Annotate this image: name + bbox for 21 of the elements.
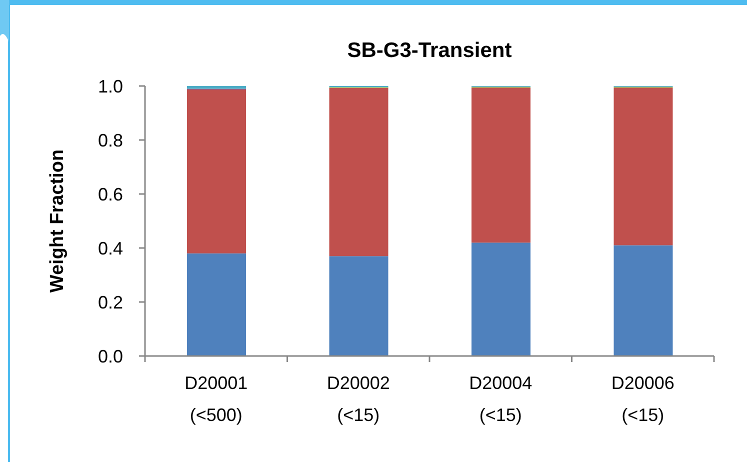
x-tick-label: D20002 (<15)	[326, 373, 390, 425]
bar	[187, 86, 246, 89]
y-tick-label: 0.8	[98, 130, 123, 150]
y-tick-label: 0.2	[98, 292, 123, 312]
y-axis-title: Weight Fraction	[46, 148, 69, 295]
chart-title: SB-G3-Transient	[346, 38, 513, 64]
y-tick-label: 1.0	[98, 76, 123, 96]
bar	[472, 88, 530, 243]
y-tick-label: 0.6	[98, 184, 123, 204]
y-tick-label: 0.0	[98, 346, 123, 366]
bar	[614, 245, 673, 356]
bar	[329, 88, 388, 256]
bar	[472, 242, 530, 356]
x-tick-label: D20001 (<500)	[184, 373, 248, 425]
y-tick-label: 0.4	[98, 238, 123, 258]
bar	[187, 90, 246, 254]
x-tick-label: D20006 (<15)	[611, 373, 674, 425]
bar	[614, 88, 673, 246]
bar	[187, 253, 246, 356]
bar	[329, 256, 388, 356]
x-tick-label: D20004 (<15)	[469, 373, 532, 425]
